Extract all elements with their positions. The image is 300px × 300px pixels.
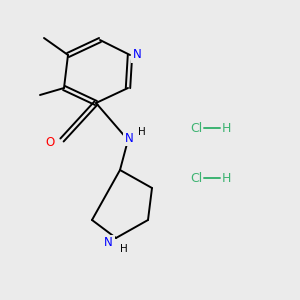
Text: H: H xyxy=(138,127,146,137)
Text: Cl: Cl xyxy=(190,122,202,134)
Text: N: N xyxy=(104,236,113,250)
Text: H: H xyxy=(222,172,231,184)
Text: O: O xyxy=(46,136,55,148)
Text: N: N xyxy=(124,131,134,145)
Text: H: H xyxy=(222,122,231,134)
Text: Cl: Cl xyxy=(190,172,202,184)
Text: H: H xyxy=(120,244,128,254)
Text: N: N xyxy=(133,49,142,62)
